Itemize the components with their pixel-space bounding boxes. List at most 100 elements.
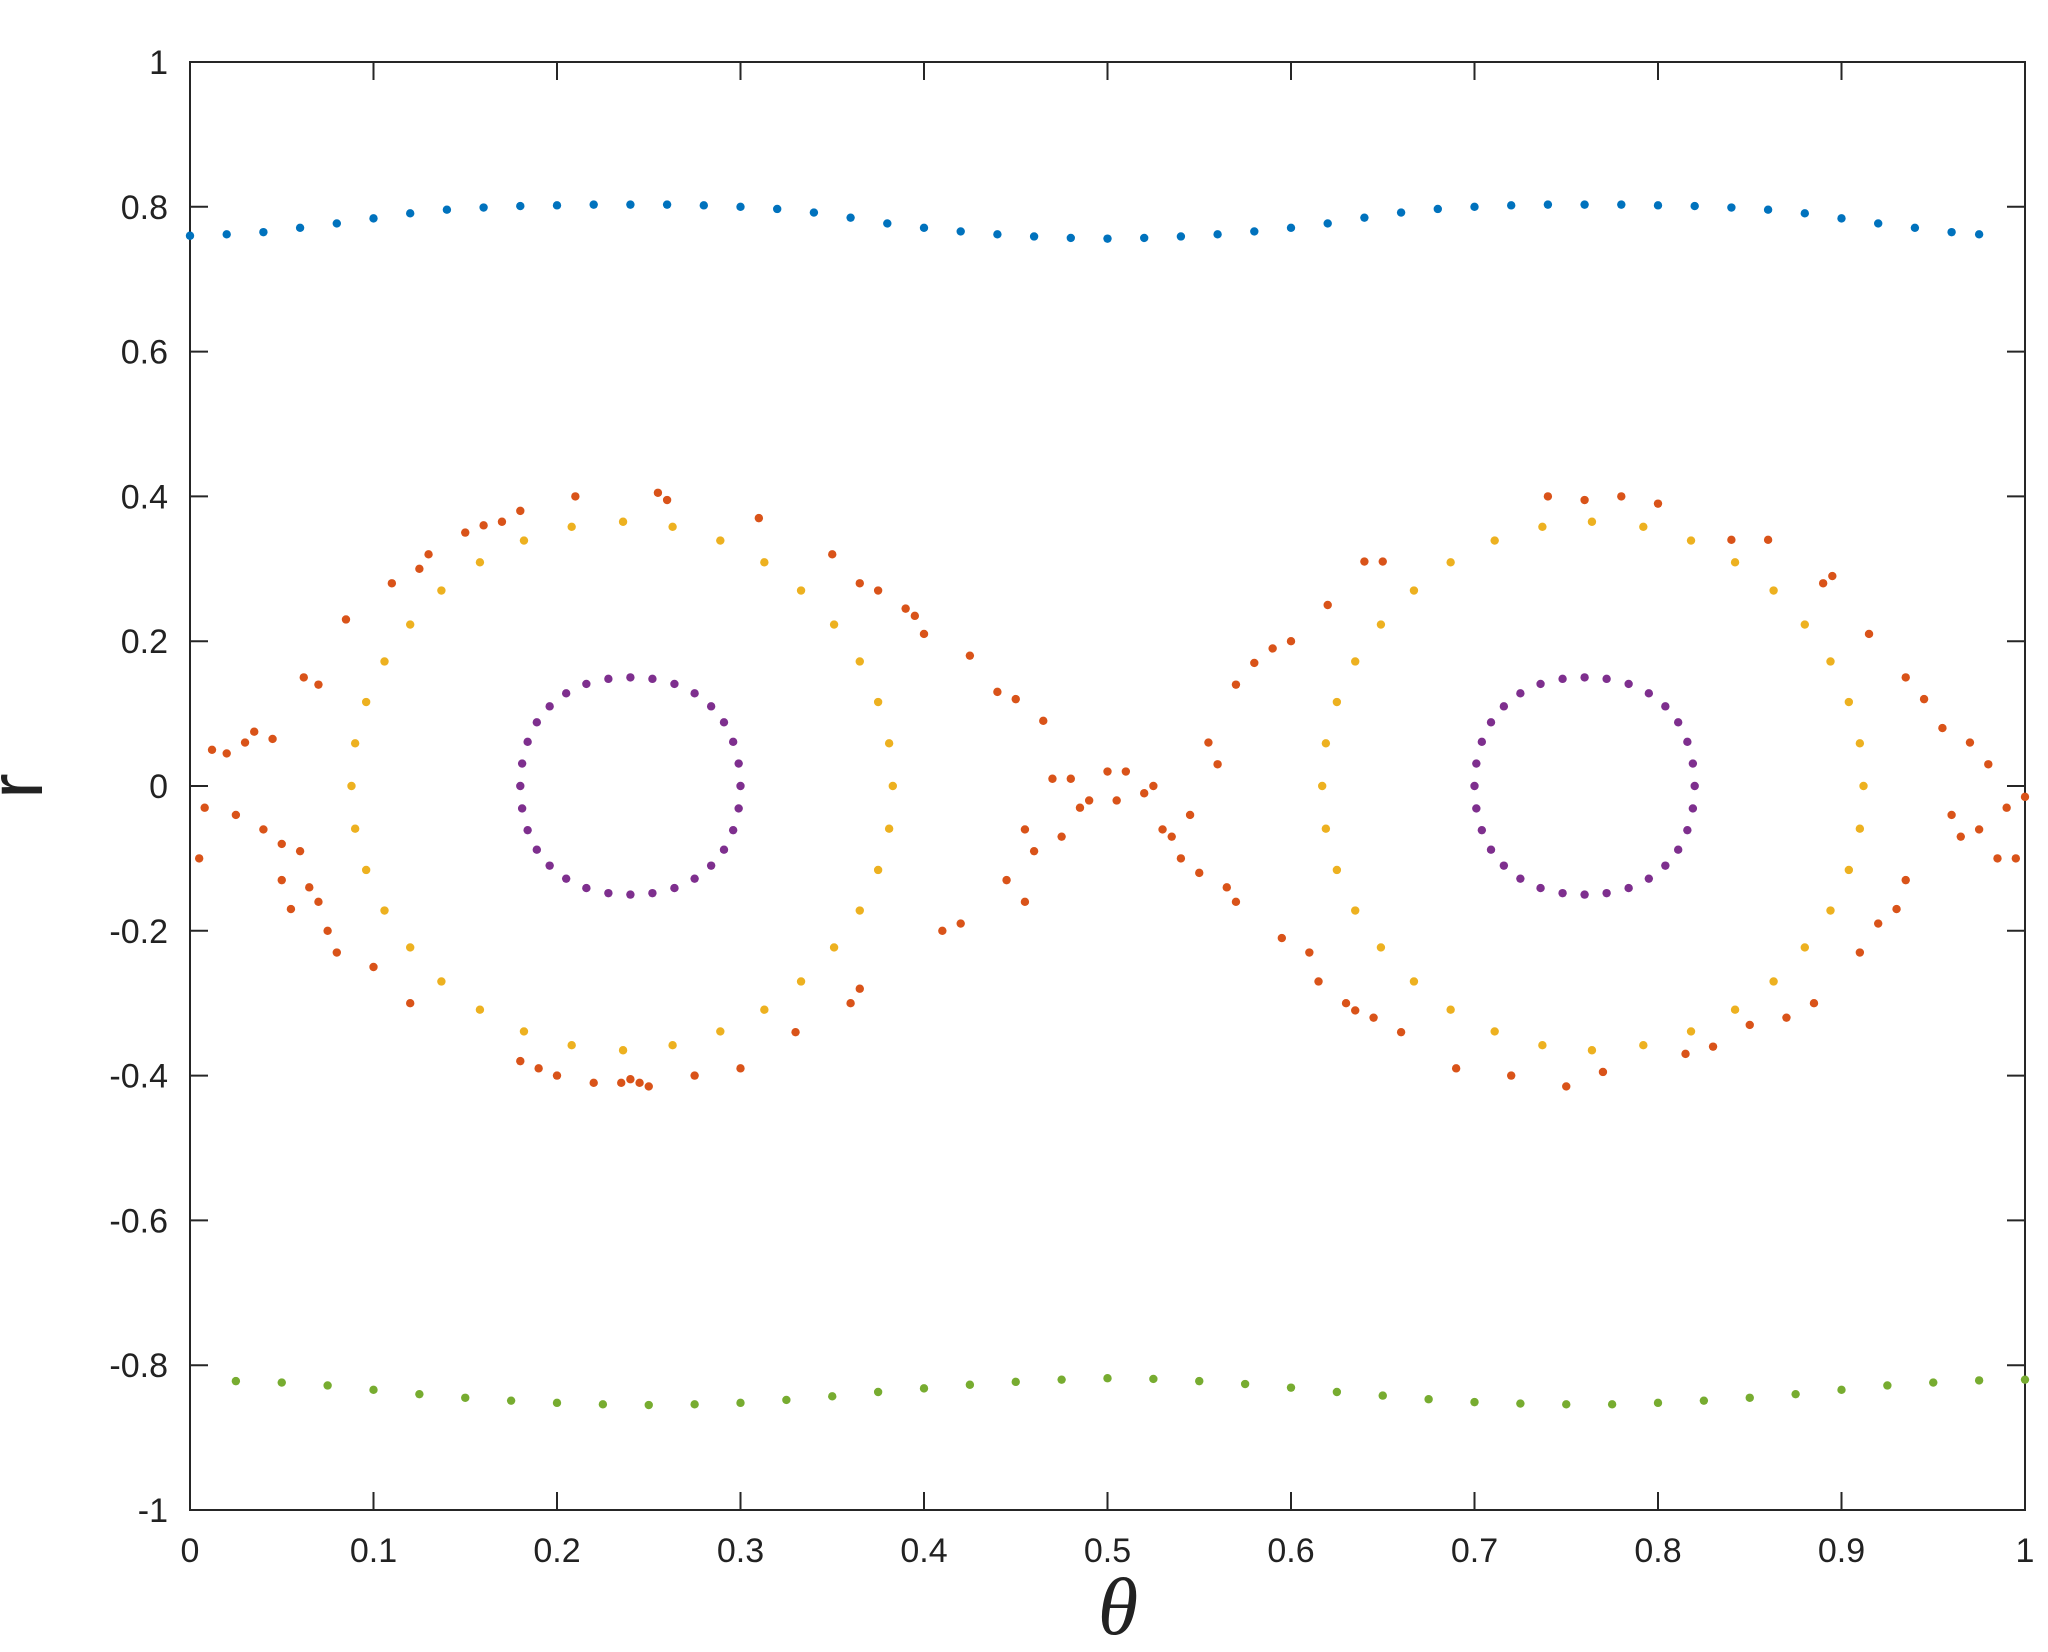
data-point xyxy=(1683,737,1692,747)
data-point xyxy=(1066,774,1076,783)
data-point xyxy=(1769,586,1778,595)
data-point xyxy=(1956,832,1965,841)
data-point xyxy=(1965,738,1975,747)
data-point xyxy=(314,680,323,689)
x-tick-label: 0.2 xyxy=(533,1532,580,1570)
data-point xyxy=(644,1082,653,1091)
data-point xyxy=(1277,933,1287,943)
x-tick-label: 0.1 xyxy=(350,1532,397,1570)
data-point xyxy=(662,495,672,505)
data-point xyxy=(1314,977,1323,986)
data-point xyxy=(690,1400,699,1409)
data-point xyxy=(910,611,920,621)
data-point xyxy=(1213,760,1222,769)
data-point xyxy=(1538,522,1547,532)
tick-labels: 0 0.1 0.2 0.3 0.4 0.5 0.6 0.7 0.8 0.9 1 1 0.8 0.6 0.4 0… xyxy=(109,44,2034,1570)
data-point xyxy=(1580,495,1589,505)
data-point xyxy=(1844,865,1854,875)
data-point xyxy=(1562,1400,1571,1409)
data-point xyxy=(855,579,864,588)
data-point xyxy=(194,854,204,863)
data-point xyxy=(582,883,591,893)
data-point xyxy=(809,208,819,217)
series-3 xyxy=(347,517,1868,1055)
series-5 xyxy=(231,1374,2030,1410)
data-point xyxy=(1195,868,1204,878)
data-point xyxy=(442,205,452,214)
data-point xyxy=(461,528,470,537)
y-tick-label: -1 xyxy=(138,1492,168,1530)
data-point xyxy=(567,522,576,532)
data-point xyxy=(791,1027,800,1037)
data-point xyxy=(567,1040,576,1050)
data-point xyxy=(773,204,782,214)
data-point xyxy=(716,1027,725,1036)
data-point xyxy=(1360,213,1369,222)
data-point xyxy=(1149,781,1158,791)
data-point xyxy=(1231,897,1241,907)
data-point xyxy=(668,1040,677,1050)
data-point xyxy=(406,999,415,1008)
data-point xyxy=(1185,810,1195,820)
data-point xyxy=(1424,1395,1433,1404)
data-point xyxy=(626,1075,635,1084)
data-point xyxy=(1516,874,1525,883)
data-point xyxy=(1745,1020,1754,1030)
data-point xyxy=(706,861,716,870)
data-point xyxy=(604,888,613,898)
data-point xyxy=(1683,825,1692,835)
data-point xyxy=(644,1400,653,1410)
data-point xyxy=(1800,209,1810,218)
data-point xyxy=(670,679,679,689)
data-point xyxy=(561,874,571,883)
data-point xyxy=(424,550,433,559)
data-point xyxy=(1286,637,1296,646)
data-point xyxy=(1002,875,1011,885)
data-point xyxy=(532,718,542,727)
data-point xyxy=(1874,219,1883,228)
data-point xyxy=(387,579,397,588)
data-point xyxy=(380,906,389,915)
data-point xyxy=(1286,223,1296,232)
data-point xyxy=(1204,738,1213,747)
data-point xyxy=(1624,679,1633,689)
data-point xyxy=(1727,203,1736,212)
data-point xyxy=(314,897,323,907)
data-point xyxy=(1376,943,1386,952)
data-point xyxy=(523,825,532,835)
data-point xyxy=(1859,781,1868,791)
data-point xyxy=(1543,200,1553,209)
data-point xyxy=(299,673,308,682)
data-point xyxy=(1167,832,1176,841)
data-point xyxy=(1602,888,1611,898)
data-point xyxy=(286,904,296,914)
data-point xyxy=(662,200,672,209)
data-point xyxy=(1901,673,1910,682)
data-point xyxy=(734,804,743,813)
data-point xyxy=(668,522,677,532)
data-point xyxy=(956,227,965,236)
data-point xyxy=(406,620,415,629)
data-point xyxy=(919,1384,929,1393)
data-point xyxy=(1048,774,1057,783)
data-point xyxy=(1763,535,1773,545)
data-point xyxy=(1624,883,1633,893)
data-point xyxy=(516,506,525,516)
data-point xyxy=(1472,759,1481,768)
data-point xyxy=(1587,517,1597,526)
data-point xyxy=(1409,586,1419,595)
data-point xyxy=(648,888,657,898)
data-point xyxy=(1644,874,1654,883)
x-tick-label: 0.9 xyxy=(1818,1532,1865,1570)
data-point xyxy=(618,517,628,526)
data-point xyxy=(1378,1391,1387,1400)
data-point xyxy=(965,1380,975,1389)
data-point xyxy=(1176,854,1186,863)
data-point xyxy=(516,201,525,211)
data-point xyxy=(1470,1397,1479,1407)
data-point xyxy=(736,202,745,211)
data-point xyxy=(475,558,485,567)
data-point xyxy=(259,825,268,834)
data-point xyxy=(519,1027,529,1036)
data-point xyxy=(1580,200,1589,209)
